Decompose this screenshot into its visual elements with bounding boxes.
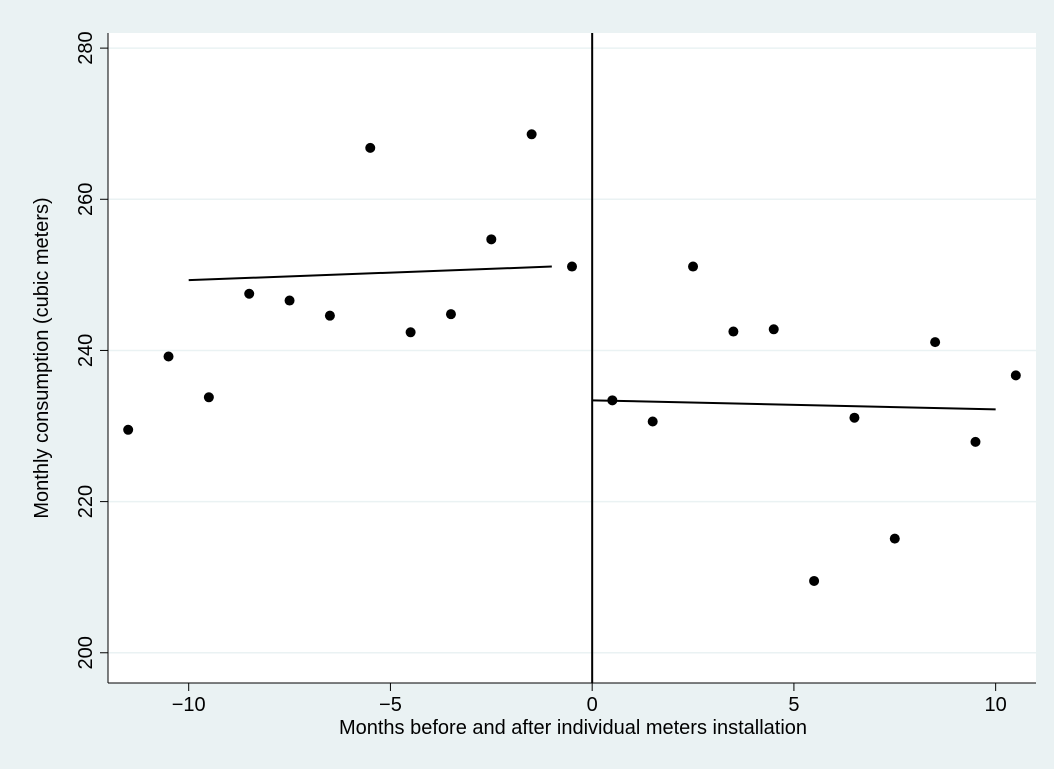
y-tick-label: 260 xyxy=(75,183,97,216)
point xyxy=(607,395,618,406)
fit-line xyxy=(188,265,552,282)
point xyxy=(647,416,658,427)
point xyxy=(284,295,295,306)
point xyxy=(970,436,981,447)
point xyxy=(889,533,900,544)
point xyxy=(365,142,376,153)
fit-line xyxy=(592,399,996,411)
point xyxy=(768,324,779,335)
x-tick-label: −5 xyxy=(379,694,402,716)
point xyxy=(1010,370,1021,381)
x-tick-label: 10 xyxy=(985,694,1007,716)
point xyxy=(849,412,860,423)
point xyxy=(405,327,416,338)
plot-area xyxy=(108,33,1036,683)
point xyxy=(324,310,335,321)
y-tick-label: 280 xyxy=(75,31,97,64)
point xyxy=(930,337,941,348)
x-tick-label: −10 xyxy=(172,694,206,716)
y-tick-label: 240 xyxy=(75,334,97,367)
x-tick-label: 0 xyxy=(587,694,598,716)
y-tick-label: 220 xyxy=(75,485,97,518)
y-axis-title: Monthly consumption (cubic meters) xyxy=(31,197,53,518)
x-axis-title: Months before and after individual meter… xyxy=(339,717,807,739)
point xyxy=(203,392,214,403)
x-tick-label: 5 xyxy=(788,694,799,716)
point xyxy=(526,129,537,140)
point xyxy=(809,575,820,586)
point xyxy=(728,326,739,337)
point xyxy=(688,261,699,272)
point xyxy=(123,424,134,435)
point xyxy=(445,309,456,320)
point xyxy=(244,288,255,299)
point xyxy=(163,351,174,362)
y-tick-label: 200 xyxy=(75,636,97,669)
point xyxy=(486,234,497,245)
point xyxy=(567,261,577,272)
